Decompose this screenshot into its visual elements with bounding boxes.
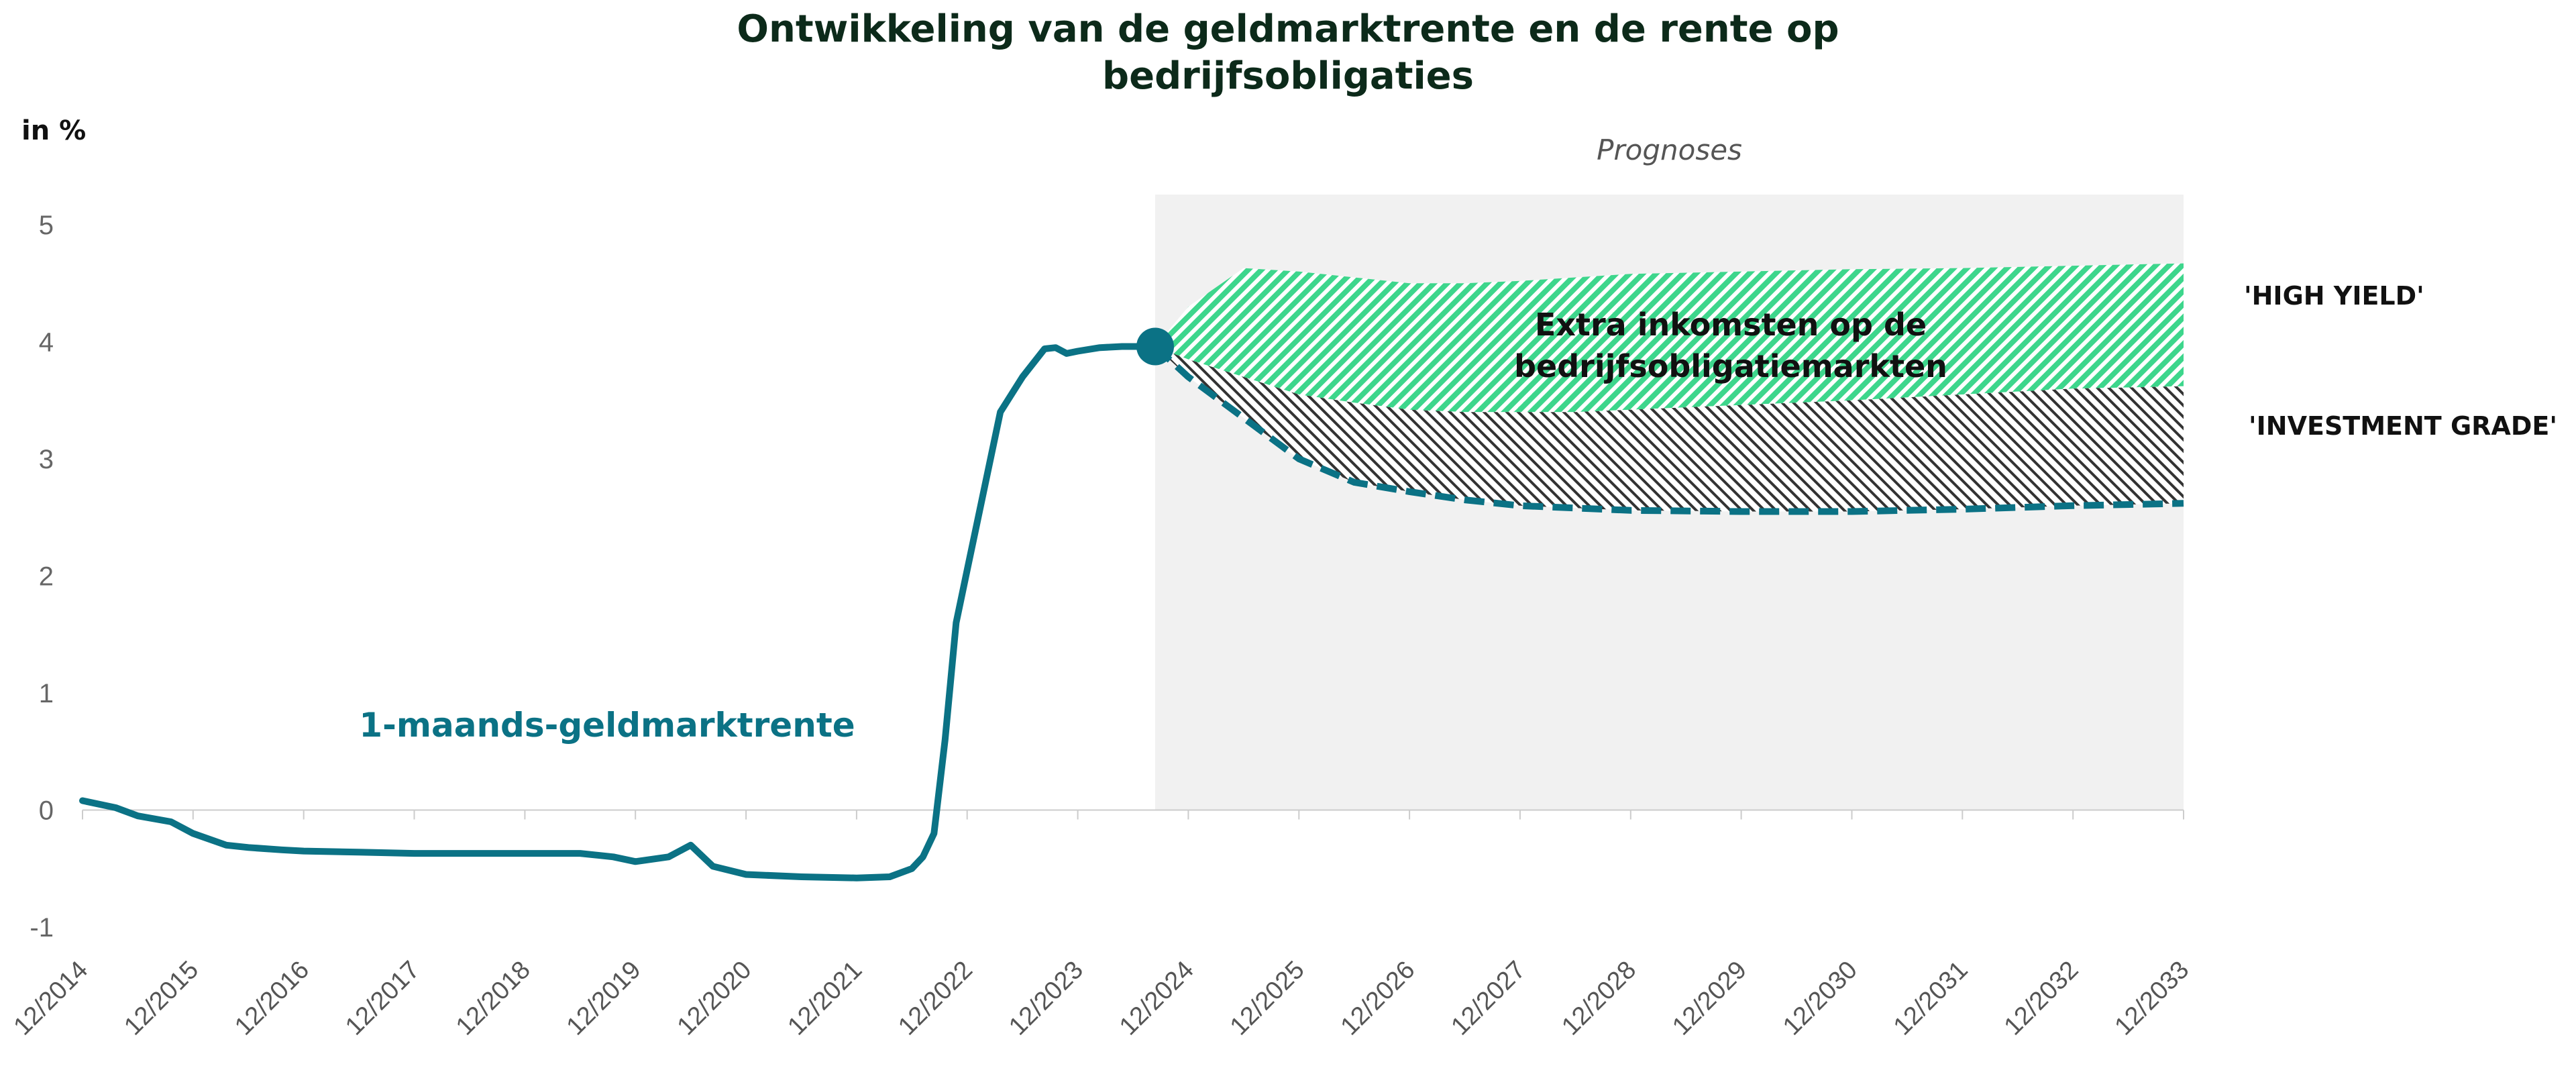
x-tick-label: 12/2021 <box>782 956 867 1041</box>
x-tick-label: 12/2027 <box>1446 956 1531 1041</box>
forecast-start-marker <box>1136 327 1174 366</box>
money-market-rate-label: 1-maands-geldmarktrente <box>359 706 855 745</box>
chart-title-line-1: Ontwikkeling van de geldmarktrente en de… <box>737 7 1839 51</box>
x-tick-label: 12/2018 <box>451 956 536 1041</box>
y-axis-unit-label: in % <box>21 115 86 146</box>
annotation-line-1: Extra inkomsten op de <box>1535 307 1927 343</box>
x-tick-label: 12/2015 <box>119 956 204 1041</box>
x-tick-label: 12/2030 <box>1778 956 1863 1041</box>
x-tick-label: 12/2016 <box>229 956 315 1041</box>
x-tick-label: 12/2025 <box>1225 956 1310 1041</box>
x-axis-ticks: 12/2014 12/2015 12/2016 12/2017 12/2018 12/20… <box>9 810 2195 1041</box>
y-axis-ticks: 5 4 3 2 1 0 -1 <box>30 211 54 943</box>
y-tick-label: 5 <box>39 211 54 240</box>
forecast-label: Prognoses <box>1597 134 1742 166</box>
x-tick-label: 12/2031 <box>1888 956 1974 1041</box>
x-tick-label: 12/2020 <box>672 956 757 1041</box>
x-tick-label: 12/2023 <box>1004 956 1089 1041</box>
x-tick-label: 12/2017 <box>340 956 425 1041</box>
y-tick-label: 3 <box>39 445 54 474</box>
x-tick-label: 12/2014 <box>9 956 94 1041</box>
x-tick-label: 12/2032 <box>1999 956 2084 1041</box>
y-tick-label: 4 <box>39 328 54 358</box>
x-tick-label: 12/2026 <box>1336 956 1421 1041</box>
investment-grade-label: 'INVESTMENT GRADE' <box>2249 411 2557 441</box>
investment-grade-forecast-line <box>1152 343 2184 515</box>
x-tick-label: 12/2019 <box>561 956 647 1041</box>
y-tick-label: -1 <box>30 913 54 943</box>
investment-grade-band <box>1155 346 2184 512</box>
high-yield-label: 'HIGH YIELD' <box>2244 281 2424 311</box>
high-yield-band <box>1155 263 2184 413</box>
y-tick-label: 1 <box>39 679 54 708</box>
x-tick-label: 12/2024 <box>1114 956 1199 1041</box>
chart-title-line-2: bedrijfsobligaties <box>1102 54 1474 98</box>
x-tick-label: 12/2028 <box>1556 956 1642 1041</box>
x-tick-label: 12/2022 <box>893 956 978 1041</box>
money-market-rate-line <box>79 343 1159 882</box>
y-tick-label: 0 <box>39 796 54 826</box>
x-tick-label: 12/2029 <box>1667 956 1752 1041</box>
annotation-line-2: bedrijfsobligatiemarkten <box>1514 348 1947 384</box>
x-tick-label: 12/2033 <box>2110 956 2195 1041</box>
y-tick-label: 2 <box>39 562 54 592</box>
